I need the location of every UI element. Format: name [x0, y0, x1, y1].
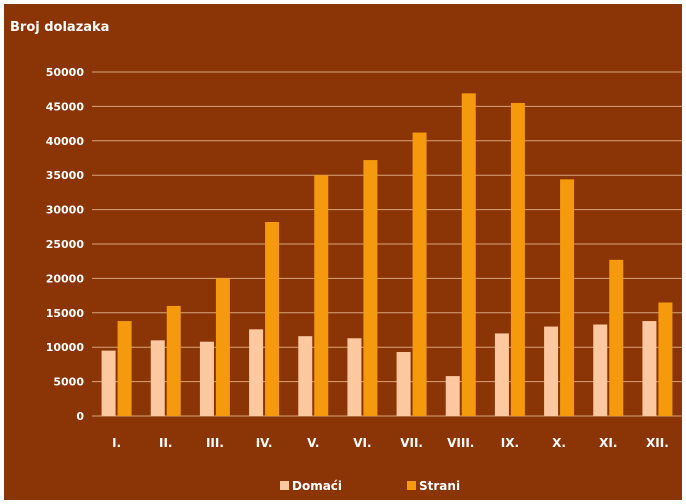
bar-strani [658, 302, 673, 416]
y-tick-label: 10000 [46, 341, 85, 354]
bar-domaci [544, 326, 559, 416]
legend-swatch-1 [407, 481, 416, 490]
y-tick-label: 40000 [46, 135, 85, 148]
bar-strani [314, 175, 329, 416]
bar-domaci [150, 340, 165, 416]
bar-domaci [396, 352, 411, 416]
x-tick-label: III. [206, 436, 224, 450]
chart-frame: Broj dolazaka 0 5000 10000 15000 20000 25000 3… [4, 4, 682, 500]
y-tick-label: 15000 [46, 307, 85, 320]
x-tick-label: IX. [501, 436, 519, 450]
bar-domaci [298, 336, 313, 416]
bar-domaci [347, 338, 362, 416]
bar-domaci [249, 329, 264, 416]
bar-strani [461, 93, 476, 416]
x-tick-label: IV. [256, 436, 273, 450]
bar-domaci [101, 350, 116, 416]
bar-strani [609, 259, 624, 416]
x-tick-label: V. [307, 436, 319, 450]
bar-strani [215, 278, 230, 416]
bar-domaci [494, 333, 509, 416]
y-tick-label: 25000 [46, 238, 85, 251]
y-tick-label: 45000 [46, 100, 85, 113]
bar-strani [265, 221, 280, 416]
bar-domaci [642, 321, 657, 416]
x-tick-label: XI. [599, 436, 617, 450]
bar-domaci [593, 324, 608, 416]
chart: Broj dolazaka 0 5000 10000 15000 20000 25000 3… [10, 20, 682, 493]
y-tick-label: 5000 [53, 376, 84, 389]
x-tick-label: I. [112, 436, 121, 450]
bar-strani [560, 179, 575, 416]
x-tick-label: XII. [646, 436, 669, 450]
y-tick-label: 30000 [46, 204, 85, 217]
legend-label-0: Domaći [292, 479, 342, 493]
y-tick-label: 50000 [46, 66, 85, 79]
bar-domaci [199, 341, 214, 416]
bar-strani [510, 102, 525, 417]
legend-label-1: Strani [419, 479, 460, 493]
x-tick-label: VIII. [447, 436, 474, 450]
y-tick-label: 0 [76, 410, 84, 423]
legend-swatch-0 [280, 481, 289, 490]
x-tick-label: VII. [400, 436, 423, 450]
bar-domaci [445, 376, 460, 416]
bar-strani [412, 132, 427, 416]
y-tick-label: 35000 [46, 169, 85, 182]
chart-title: Broj dolazaka [10, 20, 109, 35]
bar-strani [166, 305, 181, 416]
bar-strani [117, 321, 132, 416]
x-tick-label: II. [159, 436, 173, 450]
x-tick-label: VI. [353, 436, 371, 450]
y-tick-label: 20000 [46, 272, 85, 285]
x-tick-label: X. [552, 436, 566, 450]
bar-strani [363, 160, 378, 416]
